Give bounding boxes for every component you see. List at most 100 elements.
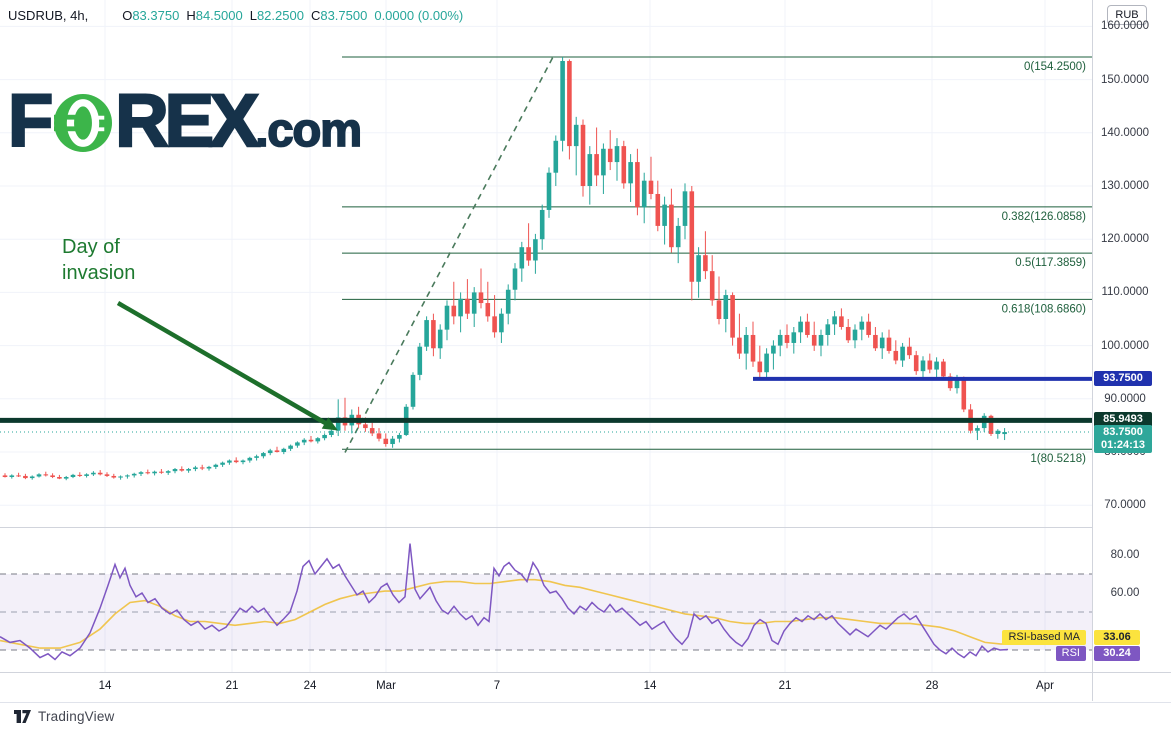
price-axis-label: 70.0000 xyxy=(1104,499,1146,512)
candle-body xyxy=(118,476,123,478)
rsi-indicator-pane[interactable] xyxy=(0,528,1092,672)
tradingview-logo-icon xyxy=(14,709,31,723)
candle-body xyxy=(29,476,35,479)
candle-body xyxy=(206,466,212,469)
candle-body xyxy=(947,376,953,389)
candle-body xyxy=(145,472,151,474)
candle-body xyxy=(573,124,579,147)
candle-body xyxy=(553,140,559,173)
candle-body xyxy=(111,475,117,478)
candle-body xyxy=(97,472,103,475)
candle-body xyxy=(281,448,287,453)
candle-body xyxy=(873,334,878,349)
candle-body xyxy=(845,326,851,341)
candle-body xyxy=(104,474,110,476)
candle-body xyxy=(505,289,511,314)
candle-body xyxy=(743,334,749,354)
candle-body xyxy=(682,191,688,226)
candle-body xyxy=(859,321,865,330)
candle-body xyxy=(886,337,892,351)
candle-body xyxy=(471,292,477,314)
candle-body xyxy=(63,477,69,479)
candle-body xyxy=(941,361,946,377)
time-axis-label: 14 xyxy=(643,680,657,692)
time-axis[interactable]: 14 21 24 Mar 7 14 21 28 Apr xyxy=(0,672,1171,703)
candle-body xyxy=(193,467,198,470)
candle-body xyxy=(16,475,21,477)
candle-body xyxy=(954,378,960,389)
main-chart-pane[interactable]: 0(154.2500) 0.382(126.0858) 0.5(117.3859) 0… xyxy=(0,0,1092,527)
candle-body xyxy=(410,374,416,407)
candle-body xyxy=(825,324,831,335)
price-axis[interactable]: RUB 160.0000 150.0000 140.0000 130.0000 120.… xyxy=(1092,0,1171,672)
candle-body xyxy=(499,313,504,333)
tradingview-attribution[interactable]: TradingView xyxy=(14,709,115,724)
candle-body xyxy=(295,442,300,446)
candle-body xyxy=(308,439,314,442)
candle-body xyxy=(125,475,130,477)
candle-body xyxy=(261,453,266,457)
candle-body xyxy=(811,334,817,346)
candle-body xyxy=(784,334,790,343)
fib-level-label: 0.382(126.0858) xyxy=(1002,211,1087,223)
candle-body xyxy=(227,460,232,463)
candle-body xyxy=(512,268,518,290)
candle-body xyxy=(798,321,803,333)
forex-com-logo: F REX .com xyxy=(7,82,363,159)
candle-body xyxy=(199,467,205,469)
price-axis-label: 90.0000 xyxy=(1104,392,1146,405)
ohlc-low-value: 82.2500 xyxy=(256,8,304,23)
candle-body xyxy=(186,469,191,471)
candle-body xyxy=(329,430,334,435)
ohlc-low-key: L xyxy=(249,8,257,23)
current-price-value: 83.7500 xyxy=(1103,426,1143,439)
candle-body xyxy=(689,191,695,282)
candle-body xyxy=(703,255,708,272)
ohlc-high-key: H xyxy=(186,8,196,23)
axis-corner-border xyxy=(1092,672,1093,701)
annotation-line1: Day of xyxy=(62,236,120,258)
candle-body xyxy=(213,464,219,467)
candle-body xyxy=(383,438,389,445)
candle-body xyxy=(254,456,259,458)
currency-unit-badge[interactable]: RUB xyxy=(1107,5,1147,25)
symbol-header: USDRUB, 4h, O83.3750 H84.5000 L82.2500 C83.7… xyxy=(8,8,463,23)
ohlc-open-key: O xyxy=(122,8,133,23)
candle-body xyxy=(485,303,491,317)
candle-body xyxy=(267,450,273,454)
candle-body xyxy=(791,332,797,343)
tradingview-brand-text: TradingView xyxy=(38,709,115,724)
pane-separator[interactable] xyxy=(0,527,1171,528)
candle-body xyxy=(315,438,321,442)
candle-body xyxy=(533,239,538,261)
candle-body xyxy=(675,225,681,248)
time-axis-label: 14 xyxy=(98,680,112,692)
candle-body xyxy=(152,471,157,474)
symbol-title[interactable]: USDRUB, 4h, xyxy=(8,8,89,23)
price-level-badge: 93.7500 xyxy=(1094,370,1152,386)
rsi-value-badge: 30.24 xyxy=(1094,646,1140,661)
candle-body xyxy=(526,247,531,261)
candle-body xyxy=(390,438,395,445)
candle-body xyxy=(539,209,545,240)
fib-level-label: 0.5(117.3859) xyxy=(1015,257,1086,269)
candle-body xyxy=(730,295,735,338)
candle-body xyxy=(771,345,776,354)
day-of-invasion-annotation: Day of invasion xyxy=(62,234,135,286)
candle-body xyxy=(594,154,599,176)
candle-body xyxy=(84,474,89,476)
candle-body xyxy=(57,477,62,479)
candle-body xyxy=(397,434,402,439)
candle-body xyxy=(451,305,457,317)
rsi-value-badge: 33.06 xyxy=(1094,630,1140,645)
candle-body xyxy=(641,180,647,208)
ohlc-high-value: 84.5000 xyxy=(195,8,243,23)
candle-body xyxy=(913,355,919,372)
candle-body xyxy=(750,334,756,362)
candle-body xyxy=(165,471,171,473)
time-axis-label: 21 xyxy=(778,680,792,692)
candle-body xyxy=(23,475,28,479)
candle-body xyxy=(805,321,810,335)
candle-body xyxy=(757,361,763,373)
